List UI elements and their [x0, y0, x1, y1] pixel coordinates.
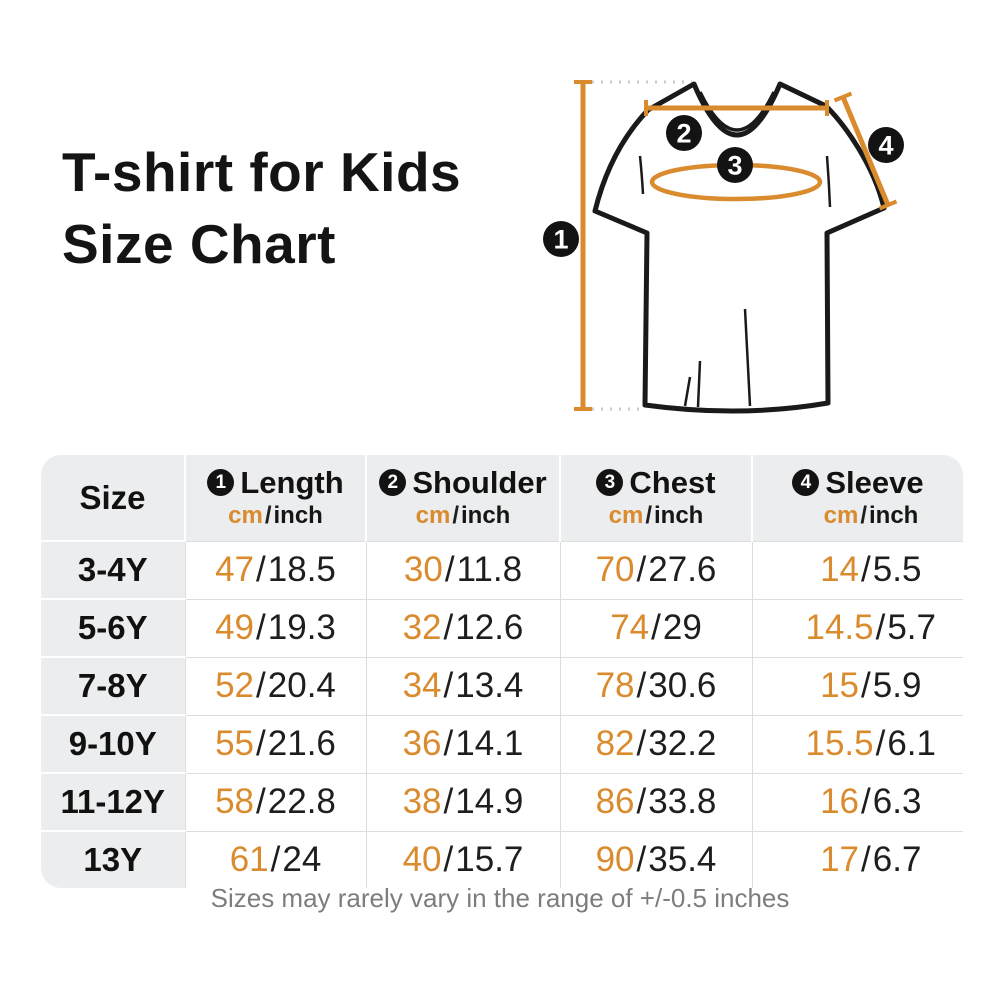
chest-value: 74/29	[559, 598, 752, 657]
header-chest-label: Chest	[629, 465, 716, 501]
badge-4-sleeve: 4	[868, 127, 904, 163]
header-sleeve-label: Sleeve	[825, 465, 924, 501]
header-chest-units: cm/inch	[608, 502, 704, 530]
sleeve-value: 17/6.7	[751, 830, 963, 888]
badge-2-number: 2	[676, 119, 691, 149]
size-table: Size 1 Length cm/inch 2 Shoulder cm/inch 3…	[41, 455, 963, 888]
chest-value: 70/27.6	[559, 540, 752, 599]
badge-1-circle	[543, 221, 579, 257]
header-length-units: cm/inch	[228, 502, 323, 530]
header-size-label: Size	[79, 478, 146, 516]
page-title-line1: T-shirt for Kids	[62, 141, 462, 203]
length-value: 52/20.4	[184, 656, 366, 715]
tshirt-diagram-svg: 1 2 3 4	[543, 80, 904, 414]
shoulder-value: 30/11.8	[365, 540, 560, 599]
shoulder-value: 36/14.1	[365, 714, 560, 773]
page-title-line2: Size Chart	[62, 213, 336, 275]
chest-value: 78/30.6	[559, 656, 752, 715]
header-badge-3: 3	[596, 469, 624, 497]
badge-1-length: 1	[543, 221, 579, 257]
table-header-row: Size 1 Length cm/inch 2 Shoulder cm/inch 3…	[41, 455, 963, 541]
header-length-label: Length	[240, 465, 344, 501]
tshirt-outline	[592, 81, 887, 414]
chest-value: 90/35.4	[559, 830, 752, 888]
shoulder-value: 32/12.6	[365, 598, 560, 657]
table-row-9-10y: 9-10Y 55/21.6 36/14.1 82/32.2 15.5/6.1	[41, 714, 963, 773]
length-value: 58/22.8	[184, 772, 366, 831]
length-value: 55/21.6	[184, 714, 366, 773]
sleeve-value: 15/5.9	[751, 656, 963, 715]
header-shoulder: 2 Shoulder cm/inch	[365, 455, 560, 541]
header-sleeve-units: cm/inch	[823, 502, 919, 530]
chest-value: 82/32.2	[559, 714, 752, 773]
table-row-7-8y: 7-8Y 52/20.4 34/13.4 78/30.6 15/5.9	[41, 656, 963, 715]
shoulder-value: 40/15.7	[365, 830, 560, 888]
shoulder-measure-caps	[644, 100, 829, 116]
table-row-3-4y: 3-4Y 47/18.5 30/11.8 70/27.6 14/5.5	[41, 540, 963, 599]
length-measure-caps	[574, 80, 592, 411]
sleeve-value: 16/6.3	[751, 772, 963, 831]
row-size-label: 9-10Y	[41, 714, 185, 773]
right-sleeve-crease	[825, 155, 832, 208]
badge-4-circle	[868, 127, 904, 163]
tshirt-measurement-diagram: 1 2 3 4	[530, 50, 960, 440]
badge-4-number: 4	[878, 131, 893, 161]
header-shoulder-label: Shoulder	[412, 465, 547, 501]
table-row-11-12y: 11-12Y 58/22.8 38/14.9 86/33.8 16/6.3	[41, 772, 963, 831]
size-table-container: Size 1 Length cm/inch 2 Shoulder cm/inch 3…	[41, 455, 963, 888]
header-shoulder-units: cm/inch	[415, 502, 511, 530]
row-size-label: 13Y	[41, 830, 185, 888]
header-length: 1 Length cm/inch	[184, 455, 366, 541]
header-size: Size	[41, 455, 185, 541]
header-chest: 3 Chest cm/inch	[559, 455, 752, 541]
header-badge-2: 2	[379, 469, 407, 497]
left-sleeve-crease	[638, 155, 645, 195]
badge-3-number: 3	[727, 151, 742, 181]
sleeve-measure-caps	[833, 91, 898, 211]
badge-2-circle	[666, 115, 702, 151]
row-size-label: 11-12Y	[41, 772, 185, 831]
chest-value: 86/33.8	[559, 772, 752, 831]
badge-3-chest: 3	[717, 147, 753, 183]
row-size-label: 5-6Y	[41, 598, 185, 657]
tolerance-note: Sizes may rarely vary in the range of +/…	[210, 883, 790, 913]
length-value: 47/18.5	[184, 540, 366, 599]
sleeve-value: 15.5/6.1	[751, 714, 963, 773]
torso-crease-lines	[683, 308, 752, 408]
sleeve-measure-line	[840, 96, 891, 206]
sleeve-value: 14/5.5	[751, 540, 963, 599]
row-size-label: 3-4Y	[41, 540, 185, 599]
table-row-13y: 13Y 61/24 40/15.7 90/35.4 17/6.7	[41, 830, 963, 888]
shoulder-value: 38/14.9	[365, 772, 560, 831]
row-size-label: 7-8Y	[41, 656, 185, 715]
sleeve-value: 14.5/5.7	[751, 598, 963, 657]
shoulder-value: 34/13.4	[365, 656, 560, 715]
badge-2-shoulder: 2	[666, 115, 702, 151]
header-badge-1: 1	[207, 469, 235, 497]
length-value: 49/19.3	[184, 598, 366, 657]
header-sleeve: 4 Sleeve cm/inch	[751, 455, 963, 541]
page-title: T-shirt for Kids Size Chart	[62, 136, 461, 280]
badge-1-number: 1	[553, 225, 568, 255]
table-row-5-6y: 5-6Y 49/19.3 32/12.6 74/29 14.5/5.7	[41, 598, 963, 657]
length-value: 61/24	[184, 830, 366, 888]
badge-3-circle	[717, 147, 753, 183]
header-badge-4: 4	[792, 469, 820, 497]
